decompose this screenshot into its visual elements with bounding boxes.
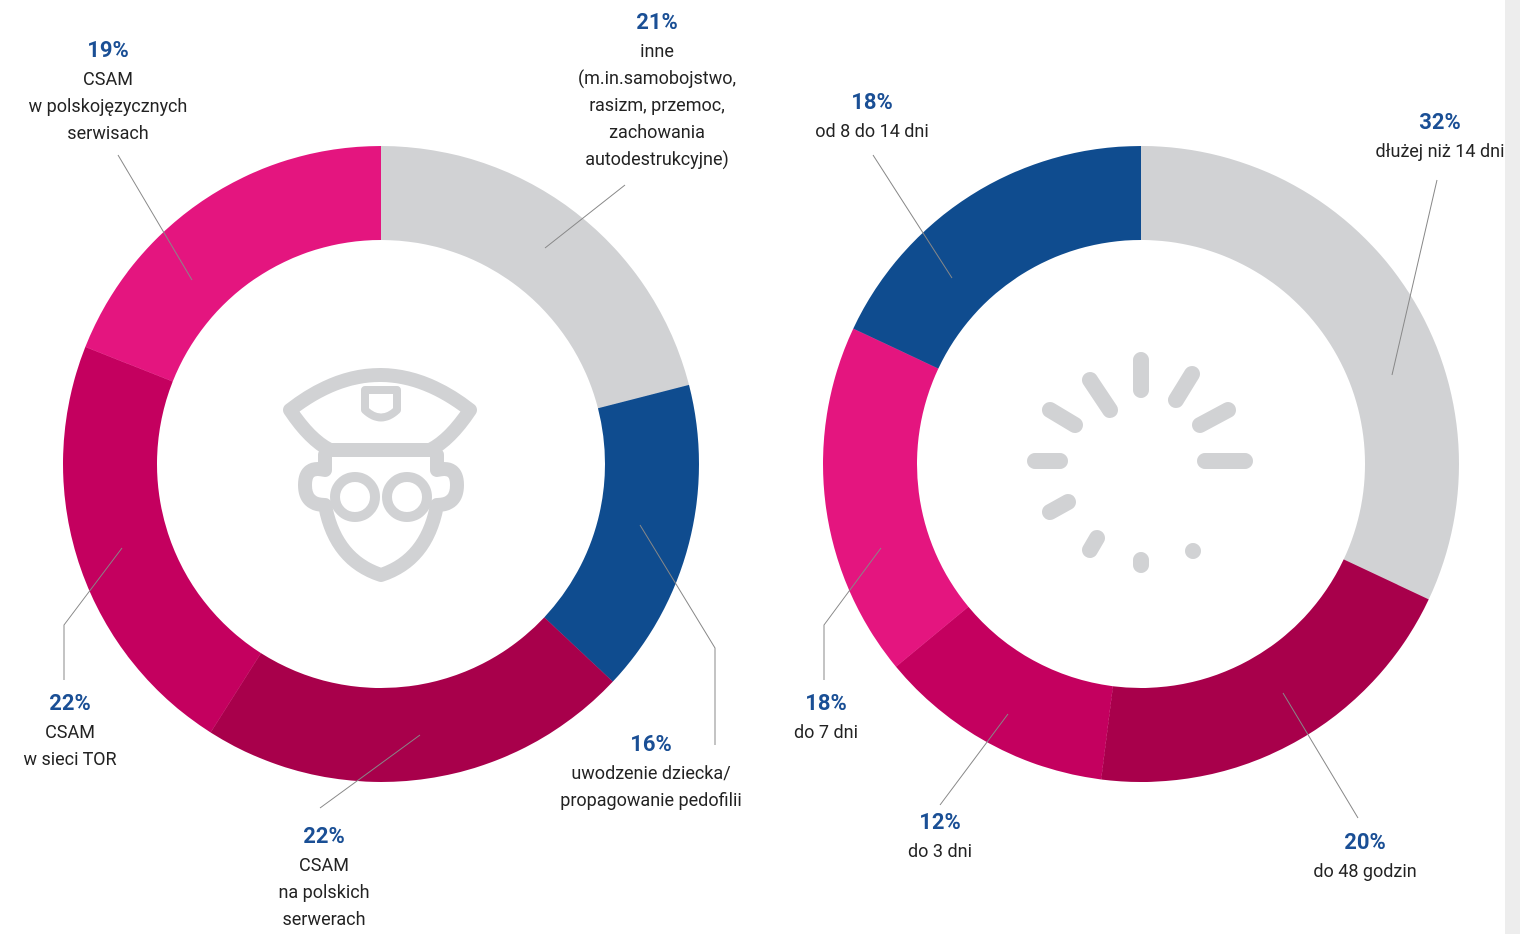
category-label: uwodzenie dziecka/ propagowanie pedofili… (560, 763, 742, 811)
donut-segment (63, 346, 261, 733)
category-label: do 48 godzin (1313, 861, 1417, 882)
value-label: 22% (303, 824, 345, 849)
category-label: do 3 dni (908, 841, 972, 862)
leader-line (544, 184, 626, 249)
police-icon (283, 368, 477, 582)
category-label: od 8 do 14 dni (815, 121, 929, 142)
spinner-icon (1027, 352, 1253, 573)
category-label: dłużej niż 14 dni (1375, 141, 1505, 162)
scrollbar (1505, 0, 1520, 934)
value-label: 21% (636, 10, 678, 35)
value-label: 16% (630, 732, 672, 757)
category-label: CSAM w polskojęzycznych serwisach (28, 69, 188, 144)
value-label: 32% (1419, 110, 1461, 135)
value-label: 12% (919, 810, 961, 835)
donut-segment (544, 384, 699, 682)
donut-segment (1101, 559, 1429, 782)
donut-segment (1141, 146, 1459, 600)
value-label: 22% (49, 691, 91, 716)
leader-line (1391, 179, 1438, 376)
leader-line (872, 154, 953, 279)
leader-line (939, 713, 1009, 806)
donut-segment (895, 606, 1113, 780)
donut-segment (381, 146, 690, 409)
category-label: CSAM w sieci TOR (23, 722, 117, 770)
leader-line (1282, 692, 1359, 819)
leader-line (63, 547, 123, 680)
value-label: 18% (851, 90, 893, 115)
leader-line (319, 734, 421, 809)
donut-segment (85, 146, 381, 382)
category-label: do 7 dni (794, 722, 858, 743)
leader-line (823, 547, 882, 680)
donut-segment (210, 617, 613, 782)
value-label: 19% (87, 38, 129, 63)
value-label: 20% (1344, 830, 1386, 855)
leader-line (117, 154, 193, 281)
value-label: 18% (805, 691, 847, 716)
donut-segment (823, 328, 969, 667)
donut-segment (853, 146, 1141, 369)
category-label: CSAM na polskich serwerach (278, 855, 370, 930)
leader-line (639, 524, 716, 745)
category-label: inne (m.in.samobojstwo, rasizm, przemoc,… (577, 41, 737, 170)
